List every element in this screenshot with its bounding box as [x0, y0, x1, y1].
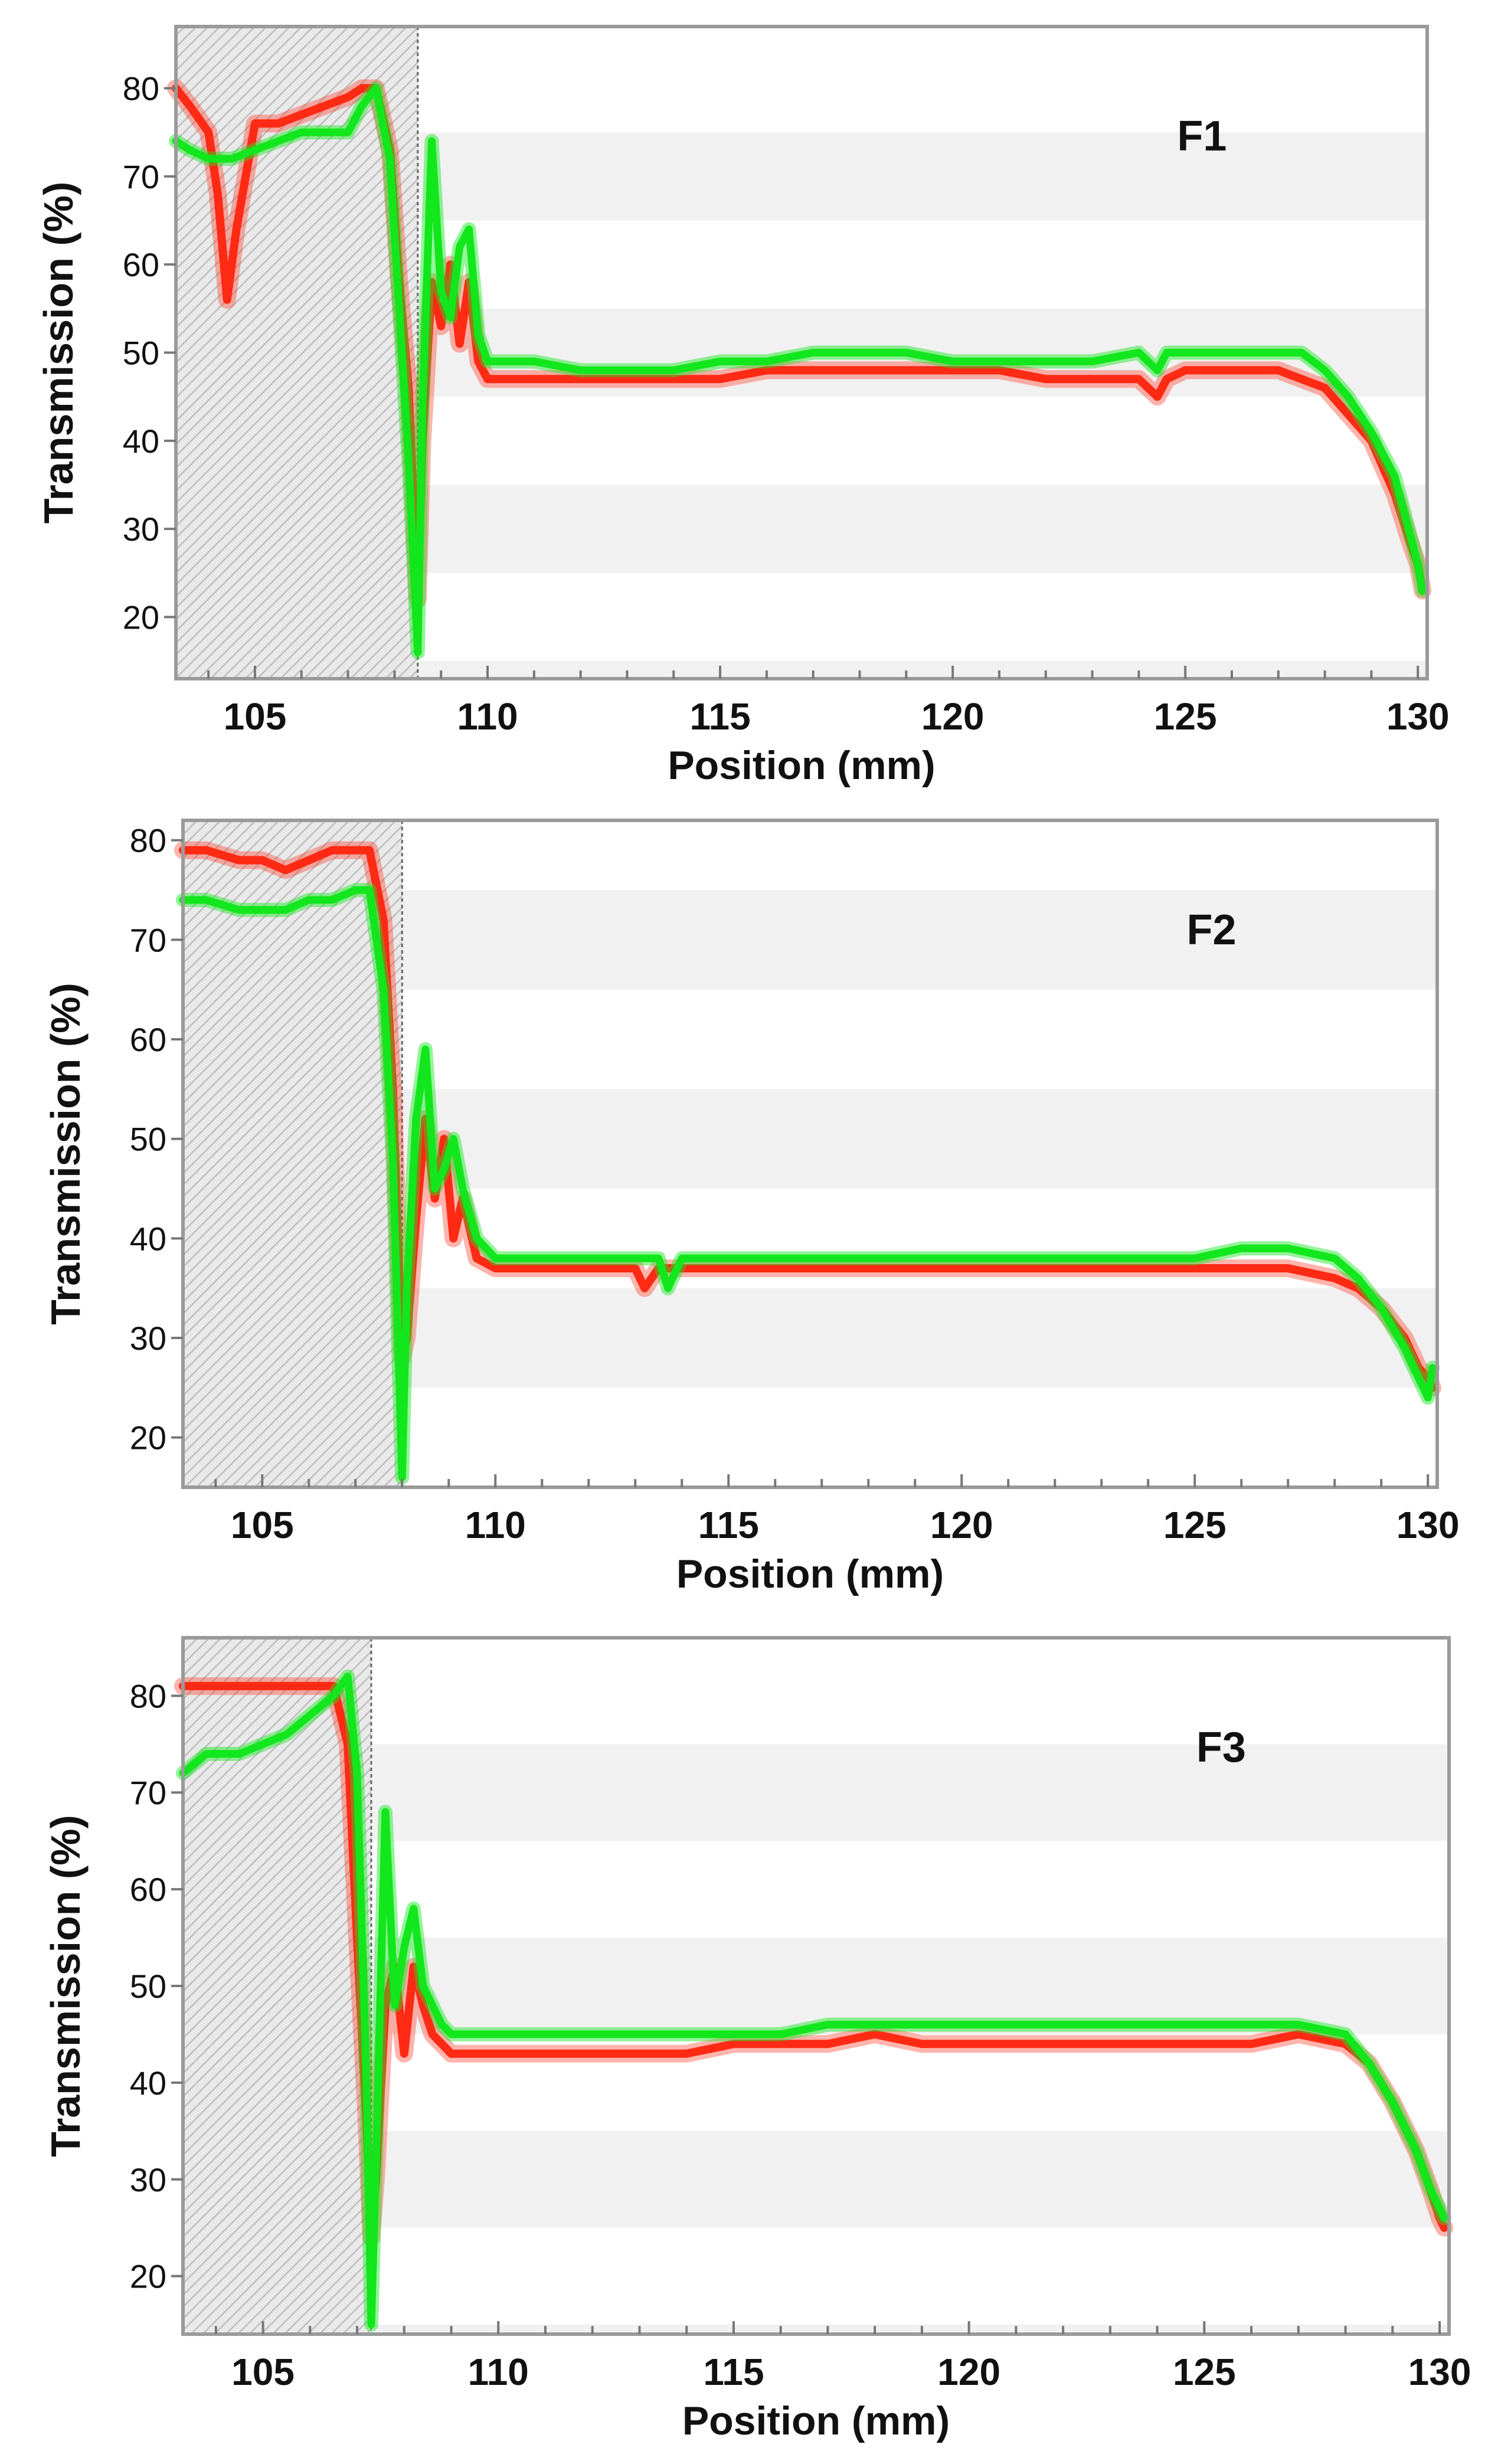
y-tick-label: 40: [130, 2064, 166, 2102]
x-tick-label: 125: [1173, 2351, 1236, 2393]
x-tick-label: 120: [921, 695, 985, 738]
grid-band: [183, 2131, 1449, 2228]
panel-label: F3: [1196, 1724, 1246, 1771]
x-axis-label: Position (mm): [676, 1552, 944, 1596]
y-tick-label: 70: [130, 921, 166, 958]
y-tick-label: 30: [130, 2161, 166, 2198]
y-tick-label: 70: [123, 158, 159, 195]
y-tick-label: 50: [123, 335, 159, 372]
y-axis-label: Transmission (%): [42, 983, 89, 1325]
grid-band: [183, 1744, 1449, 1841]
series-green-line: [179, 886, 1437, 1481]
y-axis-label: Transmission (%): [35, 182, 81, 524]
y-tick-label: 70: [130, 1774, 166, 1811]
x-tick-label: 130: [1396, 1504, 1460, 1546]
x-tick-label: 105: [224, 695, 287, 738]
y-tick-label: 20: [130, 2258, 166, 2295]
y-axis-label: Transmission (%): [42, 1815, 89, 2157]
panel-label: F2: [1186, 907, 1236, 954]
x-tick-label: 110: [468, 2351, 529, 2393]
chart-panel-f2: 105 110 115 120 125 130 20 30 40 50 60 70 80 F2 Pos…: [42, 819, 1460, 1596]
y-tick-label: 60: [130, 1021, 166, 1058]
y-tick-label: 40: [130, 1220, 166, 1257]
series-green-line: [179, 1673, 1448, 2329]
series-red-line: [179, 846, 1437, 1392]
x-tick-label: 105: [231, 2351, 295, 2393]
series-red-line: [172, 84, 1427, 604]
y-tick-label: 40: [123, 423, 159, 460]
y-tick-label: 50: [130, 1121, 166, 1158]
x-axis-label: Position (mm): [682, 2398, 950, 2443]
y-tick-label: 60: [130, 1871, 166, 1908]
chart-panel-f1: 105 110 115 120 125 130 20 30 40 50 60 70 80 F1 Pos…: [35, 25, 1450, 788]
x-tick-label: 120: [937, 2351, 1000, 2393]
x-tick-label: 125: [1154, 695, 1217, 738]
x-axis-label: Position (mm): [668, 743, 935, 788]
y-tick-label: 30: [123, 511, 159, 548]
x-tick-label: 130: [1408, 2351, 1471, 2393]
y-tick-label: 80: [123, 70, 159, 107]
x-tick-label: 115: [689, 695, 750, 738]
x-tick-label: 120: [930, 1504, 993, 1546]
plot-frame: [181, 819, 1439, 1489]
x-tick-label: 110: [465, 1504, 526, 1546]
y-tick-label: 20: [123, 598, 159, 636]
series-green-line: [172, 84, 1427, 656]
x-tick-label: 130: [1386, 695, 1450, 738]
x-tick-label: 125: [1163, 1504, 1227, 1546]
x-tick-label: 115: [698, 1504, 759, 1546]
x-tick-label: 105: [231, 1504, 294, 1546]
shaded-region: [183, 820, 403, 1487]
y-tick-label: 80: [130, 822, 166, 859]
x-tick-label: 110: [457, 695, 518, 738]
panel-label: F1: [1177, 113, 1227, 160]
y-tick-label: 80: [130, 1677, 166, 1714]
y-tick-label: 60: [123, 246, 159, 283]
y-tick-label: 50: [130, 1968, 166, 2005]
series-red-line: [179, 1681, 1448, 2242]
y-tick-label: 20: [130, 1419, 166, 1457]
chart-panel-f3: 105 110 115 120 125 130 20 30 40 50 60 70 80 F3 Pos…: [42, 1636, 1471, 2443]
y-tick-label: 30: [130, 1320, 166, 1357]
x-tick-label: 115: [703, 2351, 764, 2393]
